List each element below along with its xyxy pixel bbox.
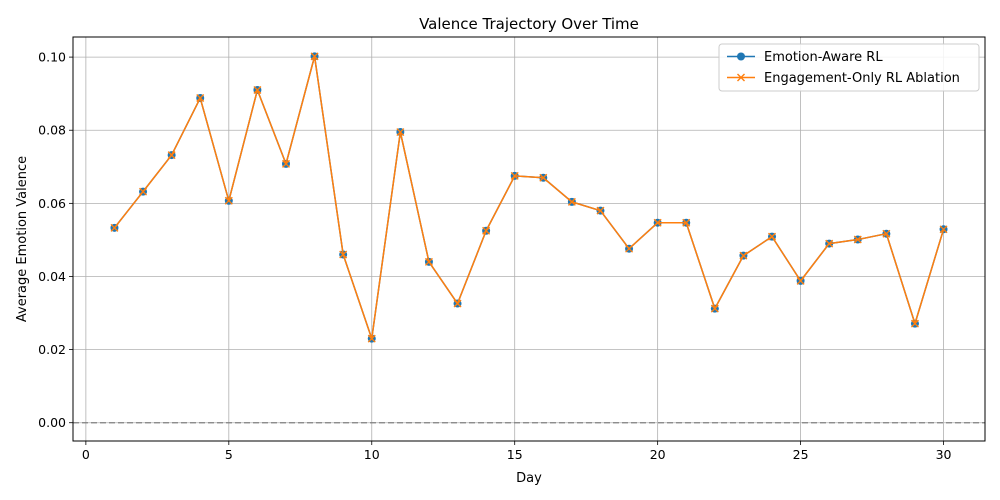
marker-stroke (196, 94, 205, 103)
marker-stroke (539, 173, 548, 182)
marker-stroke (396, 128, 405, 137)
data-point (710, 304, 719, 313)
chart-title: Valence Trajectory Over Time (419, 15, 639, 33)
x-tick-label: 20 (650, 447, 666, 462)
y-tick-label: 0.10 (38, 50, 66, 65)
legend-marker (737, 73, 745, 82)
marker-stroke (882, 229, 891, 238)
data-point (796, 276, 805, 285)
marker-stroke (281, 159, 290, 168)
y-tick-label: 0.06 (38, 196, 66, 211)
y-tick-label: 0.02 (38, 342, 66, 357)
data-point (281, 159, 290, 168)
plot-area-frame (72, 36, 986, 442)
data-point (567, 197, 576, 206)
data-point (910, 319, 919, 328)
legend: Emotion-Aware RL Engagement-Only RL Ablat… (718, 43, 980, 92)
data-point (110, 223, 119, 232)
data-point (653, 218, 662, 227)
series-group (110, 52, 948, 343)
marker-stroke (768, 232, 777, 241)
marker-stroke (739, 251, 748, 260)
marker-stroke (853, 235, 862, 244)
marker-stroke (310, 52, 319, 61)
data-point (596, 206, 605, 215)
marker-stroke (482, 226, 491, 235)
x-tick-label: 5 (225, 447, 233, 462)
legend-entry: Emotion-Aware RL (727, 50, 883, 65)
legend-marker (737, 52, 745, 61)
marker-stroke (139, 187, 148, 196)
marker-stroke (825, 239, 834, 248)
marker-stroke (567, 197, 576, 206)
marker-stroke (167, 151, 176, 160)
marker-stroke (339, 250, 348, 259)
data-point (396, 128, 405, 137)
data-point (253, 86, 262, 95)
data-point (939, 225, 948, 234)
data-point (482, 226, 491, 235)
x-tick-label: 25 (793, 447, 809, 462)
legend-box (718, 43, 980, 92)
y-tick-label: 0.04 (38, 269, 66, 284)
data-point (453, 299, 462, 308)
data-point (196, 94, 205, 103)
grid (73, 37, 985, 441)
x-axis-label: Day (516, 471, 542, 486)
x-tick-label: 0 (82, 447, 90, 462)
y-axis-label: Average Emotion Valence (15, 156, 30, 322)
data-point (539, 173, 548, 182)
data-point (625, 244, 634, 253)
marker-stroke (625, 244, 634, 253)
marker-stroke (510, 171, 519, 180)
data-point (739, 251, 748, 260)
data-point (224, 196, 233, 205)
data-point (339, 250, 348, 259)
y-tick-label: 0.00 (38, 415, 66, 430)
marker-stroke (682, 218, 691, 227)
y-axis-ticks: 0.00 0.02 0.04 0.06 0.08 0.10 (38, 50, 73, 430)
data-point (310, 52, 319, 61)
data-point (853, 235, 862, 244)
y-tick-label: 0.08 (38, 123, 66, 138)
marker-stroke (796, 276, 805, 285)
data-point (424, 257, 433, 266)
data-point (882, 229, 891, 238)
marker-stroke (910, 319, 919, 328)
marker-stroke (110, 223, 119, 232)
marker-stroke (367, 334, 376, 343)
x-tick-label: 30 (936, 447, 952, 462)
x-axis-ticks: 0 5 10 15 20 25 30 (82, 441, 952, 462)
marker-stroke (224, 196, 233, 205)
data-point (825, 239, 834, 248)
data-point (139, 187, 148, 196)
marker-stroke (710, 304, 719, 313)
series-2 (110, 52, 948, 343)
data-point (510, 171, 519, 180)
data-point (682, 218, 691, 227)
x-tick-label: 10 (364, 447, 380, 462)
marker-stroke (453, 299, 462, 308)
x-tick-label: 15 (507, 447, 523, 462)
legend-label: Engagement-Only RL Ablation (764, 71, 960, 86)
data-point (167, 151, 176, 160)
series-line (113, 55, 945, 340)
data-point (367, 334, 376, 343)
marker-stroke (939, 225, 948, 234)
marker-stroke (653, 218, 662, 227)
marker-stroke (596, 206, 605, 215)
data-point (768, 232, 777, 241)
legend-entry: Engagement-Only RL Ablation (727, 71, 960, 86)
legend-label: Emotion-Aware RL (764, 50, 883, 65)
marker-stroke (253, 86, 262, 95)
marker-stroke (424, 257, 433, 266)
